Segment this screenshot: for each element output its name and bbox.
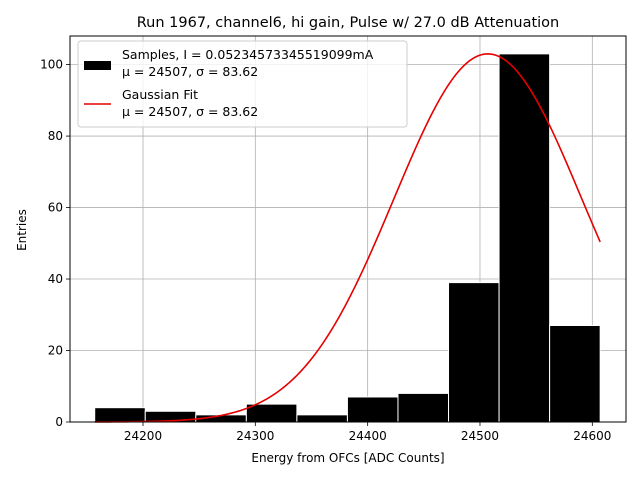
y-axis-ticks: 0 20 40 60 80 100 (40, 58, 70, 429)
legend-stats-fit: μ = 24507, σ = 83.62 (122, 104, 258, 119)
y-tick-label: 40 (48, 272, 63, 286)
histogram-bar (245, 403, 298, 423)
plot-frame (69, 35, 627, 423)
histogram-bar (94, 407, 146, 423)
legend-box (77, 40, 408, 128)
histogram-bar (296, 414, 348, 423)
y-tick-label: 100 (40, 58, 63, 72)
legend-label-fit: Gaussian Fit (122, 87, 198, 102)
x-axis-label: Energy from OFCs [ADC Counts] (251, 451, 444, 465)
y-tick-label: 20 (48, 344, 63, 358)
x-tick-label: 24300 (236, 429, 274, 443)
gaussian-fit-line (94, 53, 601, 423)
y-axis-label: Entries (15, 209, 29, 251)
x-tick-label: 24400 (349, 429, 387, 443)
chart-title: Run 1967, channel6, hi gain, Pulse w/ 27… (137, 15, 560, 31)
y-tick-label: 0 (55, 415, 63, 429)
x-tick-label: 24200 (124, 429, 162, 443)
histogram-bar (397, 392, 450, 423)
x-axis-ticks: 24200 24300 24400 24500 24600 (124, 422, 611, 443)
x-tick-label: 24600 (573, 429, 611, 443)
y-tick-label: 60 (48, 201, 63, 215)
legend-label-samples: Samples, I = 0.05234573345519099mA (122, 47, 374, 62)
histogram-bar (448, 282, 500, 423)
legend-stats-samples: μ = 24507, σ = 83.62 (122, 64, 258, 79)
legend: Samples, I = 0.05234573345519099mA μ = 2… (77, 40, 408, 128)
histogram-bar (498, 53, 551, 423)
legend-swatch-samples (84, 61, 111, 70)
x-tick-label: 24500 (461, 429, 499, 443)
histogram-bar (549, 325, 601, 423)
histogram-bar (346, 396, 399, 423)
y-tick-label: 80 (48, 129, 63, 143)
